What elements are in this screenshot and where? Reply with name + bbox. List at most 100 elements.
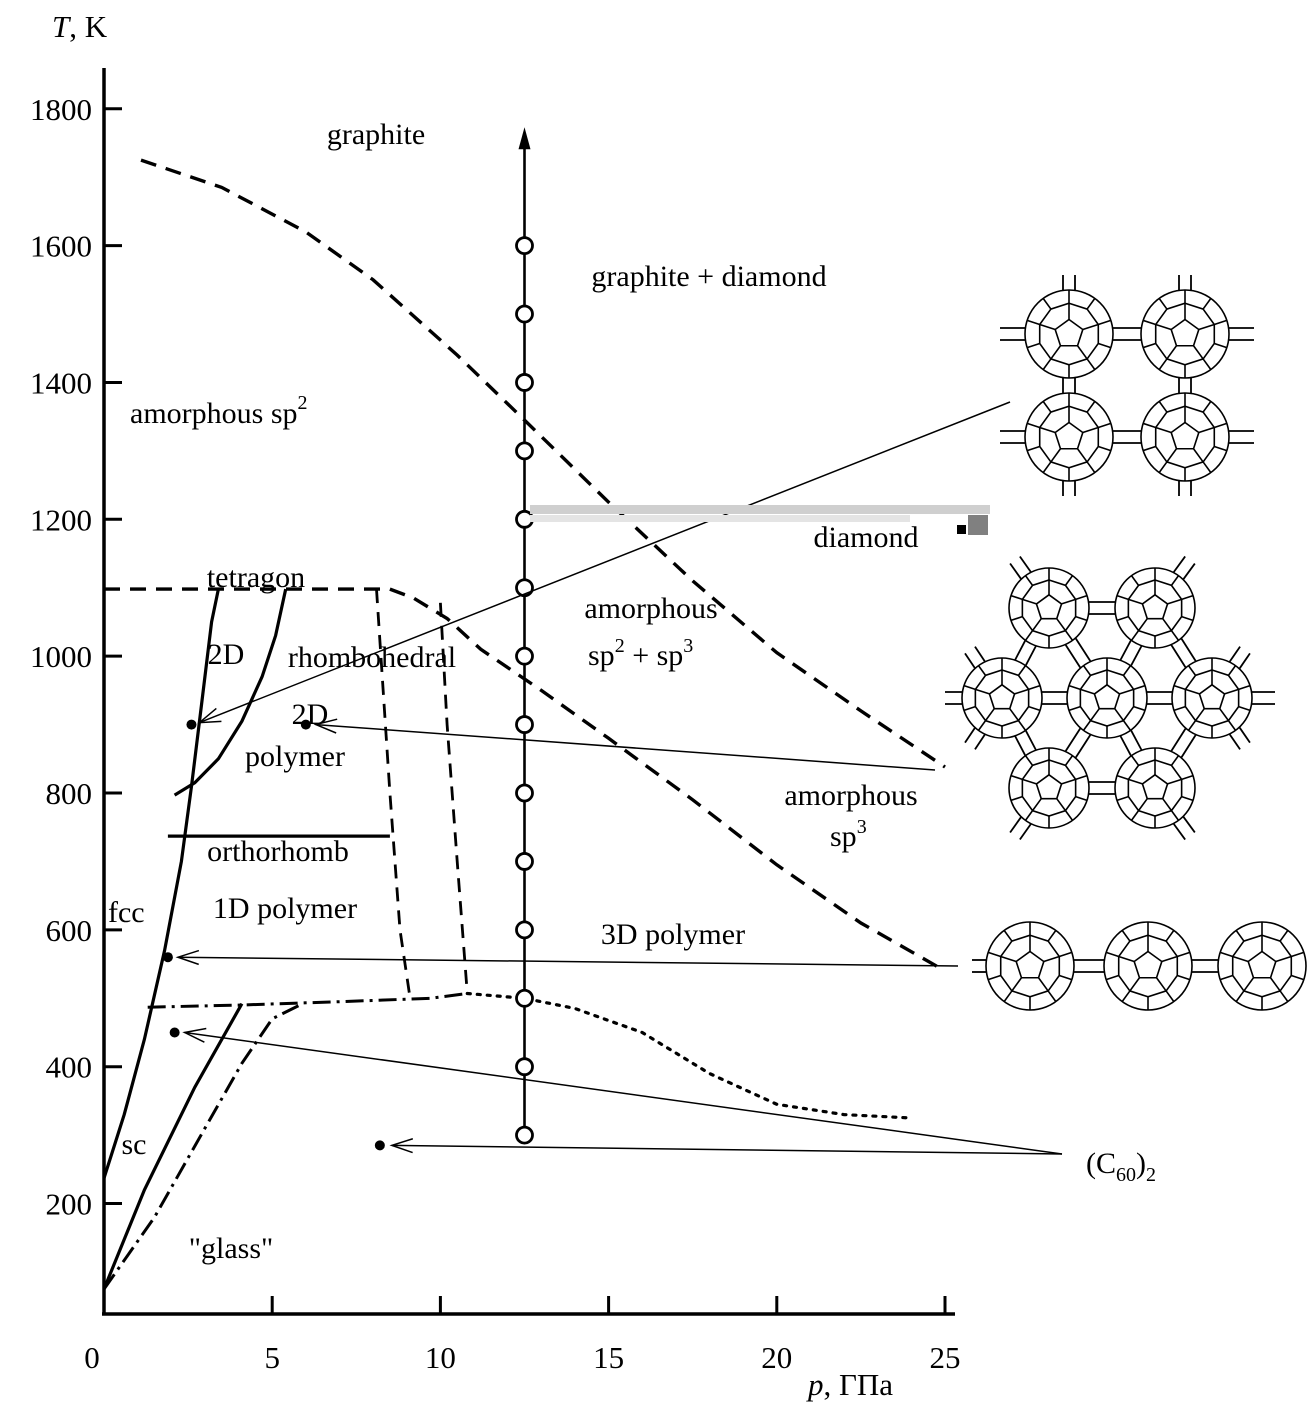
boundary-lower-dashed-to-25 bbox=[389, 587, 946, 973]
x-axis-title: p, ГПа bbox=[806, 1367, 893, 1402]
region-label-graphite: graphite bbox=[327, 118, 425, 151]
region-label-sc: sc bbox=[122, 1128, 147, 1161]
arrow-dimer-2 bbox=[391, 1144, 1063, 1155]
experiment-point bbox=[515, 441, 534, 461]
molecule-hex-2 bbox=[961, 657, 1043, 739]
arrow-chain-polymer bbox=[177, 956, 959, 967]
molecule-hex-5 bbox=[1008, 747, 1090, 829]
x-tick-label: 20 bbox=[761, 1340, 792, 1375]
molecule-square-2 bbox=[1024, 392, 1114, 482]
bond-hex bbox=[1180, 638, 1197, 662]
experiment-point bbox=[515, 236, 534, 256]
x-tick-label: 10 bbox=[425, 1340, 456, 1375]
experiment-point bbox=[515, 646, 534, 666]
boundary-3d-left-dashed bbox=[439, 602, 469, 994]
experiment-path-arrowhead bbox=[518, 127, 531, 150]
bond-hex bbox=[1170, 728, 1187, 752]
molecule-hex-3 bbox=[1066, 657, 1148, 739]
arrow-hex-polymer-head bbox=[313, 718, 338, 734]
molecule-hex-0 bbox=[1008, 567, 1090, 649]
bond-hex-edge bbox=[1228, 646, 1241, 663]
bond-hex-edge bbox=[1182, 816, 1196, 833]
bond-hex-edge bbox=[1172, 555, 1186, 573]
molecule-chain-2 bbox=[1217, 921, 1307, 1011]
y-tick-label: 600 bbox=[46, 913, 93, 948]
bond-hex bbox=[1064, 727, 1082, 752]
region-label-tetragon: tetragon bbox=[207, 561, 305, 594]
region-label-glass: "glass" bbox=[189, 1232, 274, 1265]
bond-hex bbox=[1170, 644, 1187, 668]
bond-hex-edge bbox=[974, 646, 986, 662]
arrow-chain-polymer-head bbox=[175, 949, 200, 966]
scan-artifact-bar bbox=[530, 505, 990, 514]
bond-hex-edge bbox=[1009, 816, 1022, 834]
x-tick-label: 5 bbox=[264, 1340, 280, 1375]
experiment-path bbox=[515, 127, 534, 1145]
region-labels: graphite graphite + diamond amorphous sp2 d… bbox=[108, 118, 1156, 1265]
region-label-amorphous-sp3-line2: sp3 bbox=[830, 816, 867, 853]
bond-hex-edge bbox=[1172, 823, 1186, 841]
region-label-polymer-1d: 1D polymer bbox=[213, 892, 357, 925]
bond-hex bbox=[1025, 730, 1037, 751]
bond-hex bbox=[1064, 644, 1082, 669]
bond-hex-edge bbox=[1228, 733, 1241, 750]
boundary-rhombo-curve bbox=[173, 588, 288, 797]
boundary-polymer-bottom-dashdot bbox=[147, 992, 468, 1009]
bond-hex bbox=[1180, 734, 1197, 758]
region-label-amorphous-sp2-sp3-line1: amorphous bbox=[584, 592, 717, 625]
molecule-square-3 bbox=[1140, 392, 1230, 482]
y-tick-label: 1600 bbox=[30, 229, 92, 264]
y-tick-label: 1400 bbox=[30, 365, 92, 400]
experiment-point bbox=[515, 373, 534, 392]
bond-hex-edge bbox=[1019, 823, 1032, 840]
region-label-polymer-3d: 3D polymer bbox=[601, 918, 745, 951]
scan-artifact bbox=[530, 505, 990, 535]
y-tick-label: 1800 bbox=[30, 92, 92, 127]
dot-fcc bbox=[162, 952, 173, 963]
molecule-chain-0 bbox=[985, 921, 1075, 1011]
bond-hex-edge bbox=[1238, 652, 1251, 669]
bond-hex-edge bbox=[1009, 562, 1022, 580]
y-tick-label: 400 bbox=[46, 1050, 93, 1085]
arrow-dimer-2-head bbox=[389, 1138, 414, 1154]
region-label-graphite-diamond: graphite + diamond bbox=[591, 260, 826, 293]
boundary-fcc-boundary bbox=[102, 588, 220, 1179]
y-axis-title: T, K bbox=[52, 9, 108, 44]
molecule-hex-6 bbox=[1114, 747, 1196, 829]
scan-artifact-block bbox=[957, 525, 966, 534]
bond-hex bbox=[1014, 640, 1026, 661]
molecule-hex-4 bbox=[1171, 657, 1253, 739]
bond-hex-edge bbox=[1238, 727, 1251, 744]
scan-artifact-bar bbox=[530, 515, 910, 522]
experiment-point bbox=[515, 1125, 534, 1145]
region-label-amorphous-sp2-sp3-line2: sp2 + sp3 bbox=[588, 635, 693, 672]
region-label-polymer-2d-word: polymer bbox=[245, 740, 345, 773]
y-tick-label: 800 bbox=[46, 776, 93, 811]
region-label-polymer-2d: 2D bbox=[292, 698, 329, 731]
experiment-point bbox=[515, 783, 534, 803]
experiment-point bbox=[515, 715, 534, 734]
x-tick-label: 25 bbox=[930, 1340, 961, 1375]
bond-hex bbox=[1074, 734, 1092, 759]
region-label-rhombohedral-2d: 2D bbox=[208, 638, 245, 671]
region-label-c60-dimer: (C60)2 bbox=[1086, 1147, 1156, 1186]
bond-hex-edge bbox=[974, 734, 986, 750]
bond-hex bbox=[1074, 637, 1092, 662]
bond-hex bbox=[1119, 640, 1132, 661]
experiment-point bbox=[515, 1057, 534, 1077]
region-label-orthorhomb: orthorhomb bbox=[207, 835, 349, 868]
region-label-diamond: diamond bbox=[814, 521, 919, 554]
boundary-3d-bottom-dotted bbox=[465, 991, 914, 1120]
dot-dimer-1 bbox=[169, 1027, 180, 1038]
boundary-glass-line-2 bbox=[102, 1002, 304, 1290]
experiment-point bbox=[515, 920, 534, 940]
dot-2d-rhombo bbox=[300, 719, 311, 730]
axes: T, K p, ГПа 2004006008001000120014001600… bbox=[30, 9, 961, 1402]
bond-hex-edge bbox=[964, 652, 976, 669]
arrow-square-polymer bbox=[199, 401, 1011, 724]
bond-hex bbox=[1130, 730, 1143, 751]
experiment-point bbox=[515, 852, 534, 871]
arrow-dimer-1 bbox=[184, 1031, 1063, 1155]
y-tick-label: 1200 bbox=[30, 502, 92, 537]
